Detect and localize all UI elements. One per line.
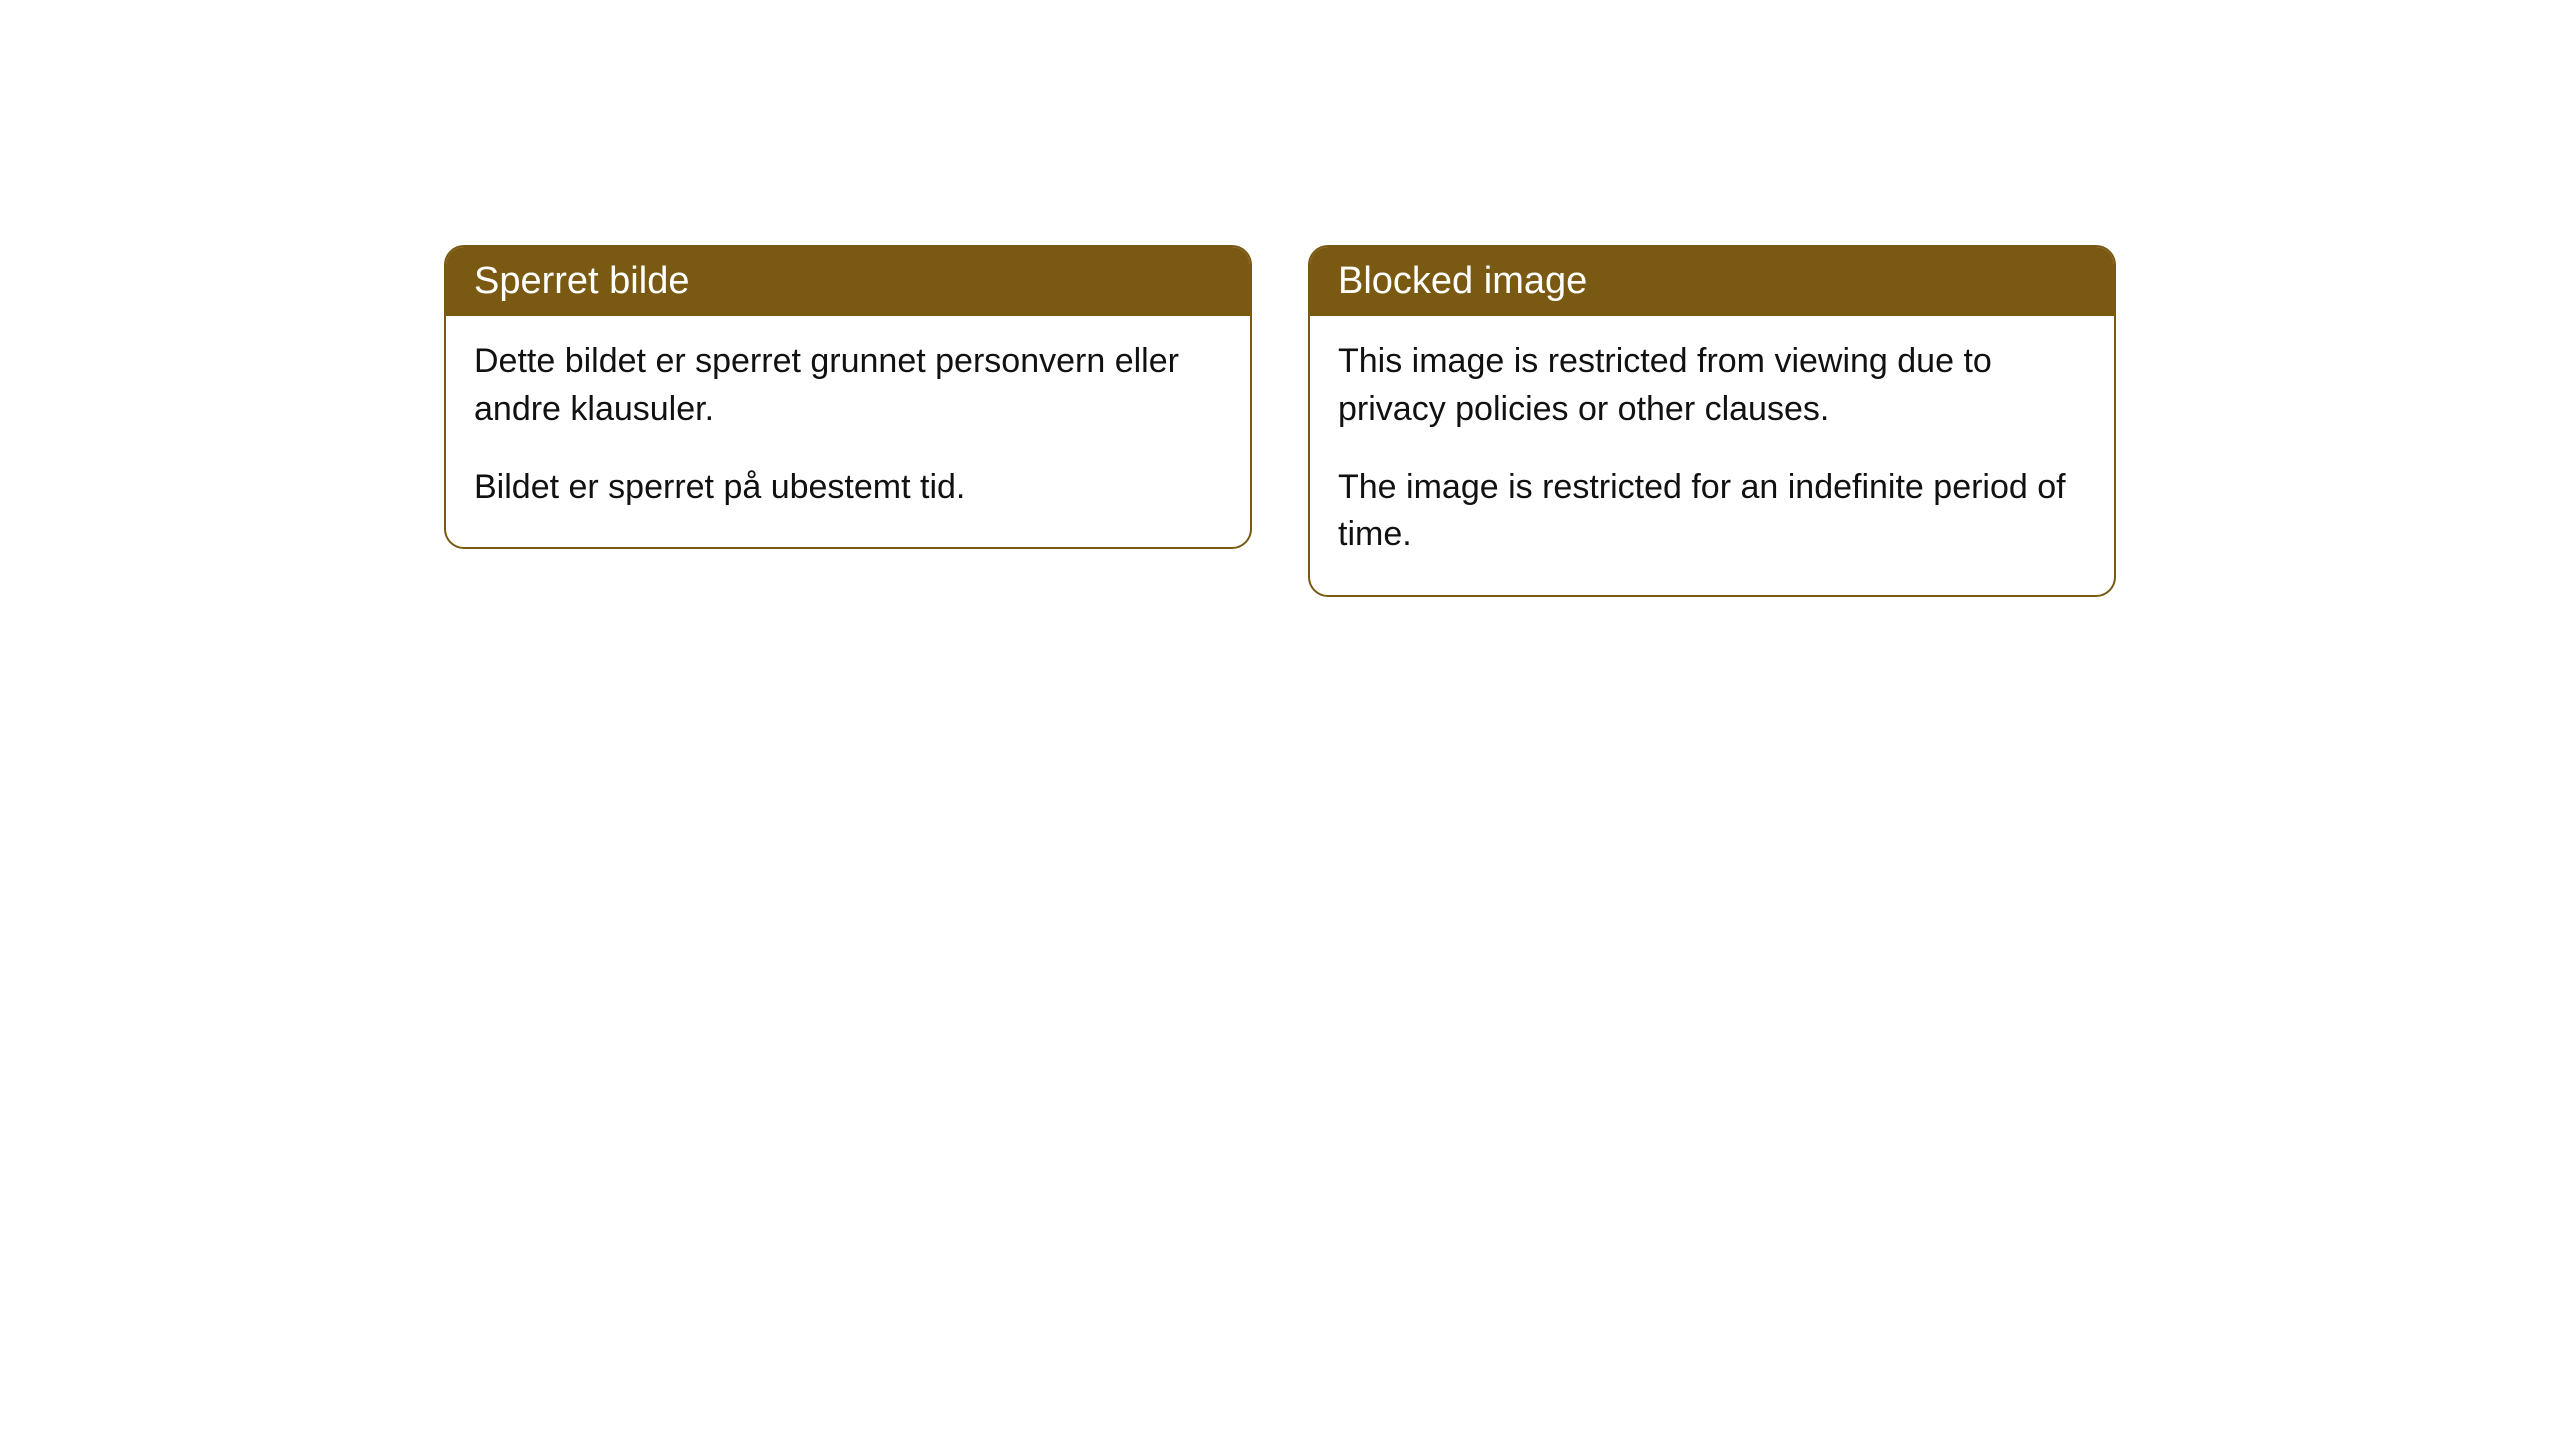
blocked-image-notice-english: Blocked image This image is restricted f…: [1308, 245, 2116, 597]
notice-paragraph: The image is restricted for an indefinit…: [1338, 464, 2086, 559]
notice-title-norwegian: Sperret bilde: [446, 247, 1250, 316]
notice-body-english: This image is restricted from viewing du…: [1310, 316, 2114, 594]
notice-paragraph: This image is restricted from viewing du…: [1338, 338, 2086, 433]
notice-body-norwegian: Dette bildet er sperret grunnet personve…: [446, 316, 1250, 547]
notice-paragraph: Dette bildet er sperret grunnet personve…: [474, 338, 1222, 433]
notice-title-english: Blocked image: [1310, 247, 2114, 316]
blocked-image-notice-norwegian: Sperret bilde Dette bildet er sperret gr…: [444, 245, 1252, 549]
notice-paragraph: Bildet er sperret på ubestemt tid.: [474, 464, 1222, 512]
